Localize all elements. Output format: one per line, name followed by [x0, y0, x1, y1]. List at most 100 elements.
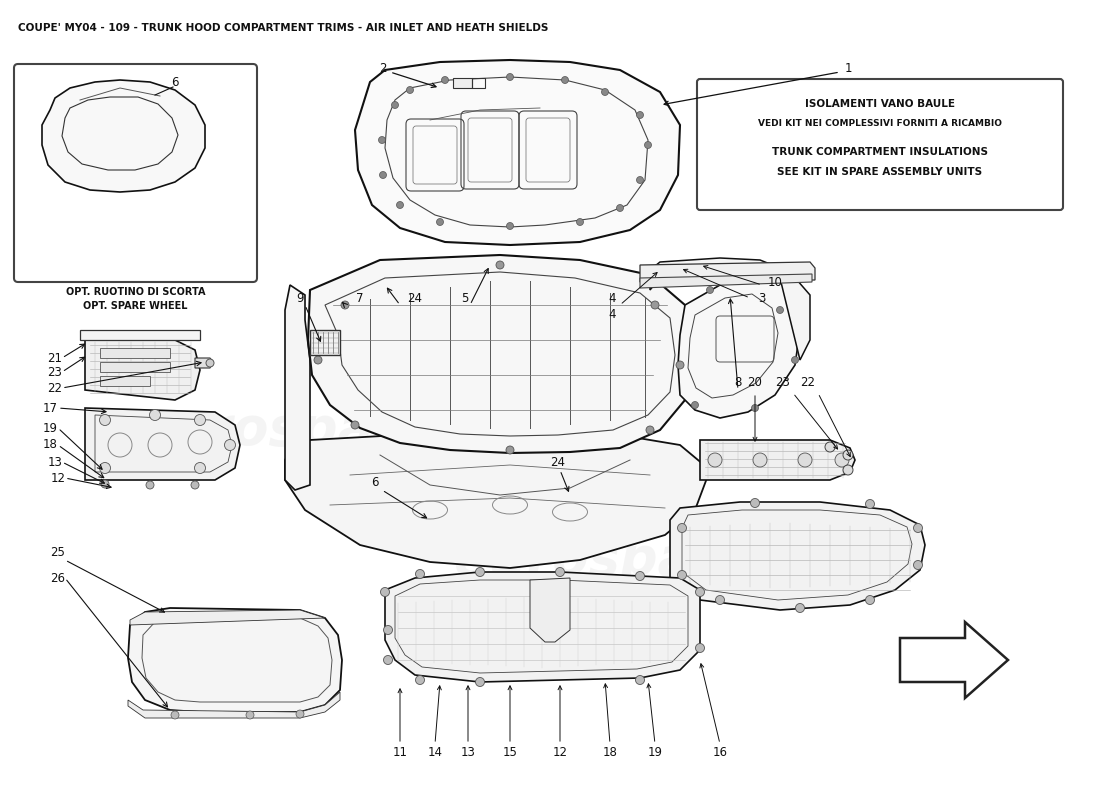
Circle shape	[676, 361, 684, 369]
Circle shape	[777, 306, 783, 314]
Text: 13: 13	[461, 746, 475, 758]
Circle shape	[381, 587, 389, 597]
Circle shape	[866, 499, 874, 509]
Circle shape	[706, 286, 714, 294]
Circle shape	[798, 453, 812, 467]
Text: 1: 1	[845, 62, 851, 74]
Text: 10: 10	[768, 275, 782, 289]
Text: 21: 21	[47, 351, 63, 365]
Circle shape	[616, 205, 624, 211]
Circle shape	[384, 626, 393, 634]
Circle shape	[195, 414, 206, 426]
Circle shape	[692, 402, 698, 409]
Circle shape	[825, 442, 835, 452]
Text: 19: 19	[648, 746, 662, 758]
Circle shape	[378, 137, 385, 143]
Circle shape	[651, 301, 659, 309]
Circle shape	[556, 567, 564, 577]
Text: 22: 22	[47, 382, 63, 394]
Circle shape	[351, 421, 359, 429]
Circle shape	[392, 102, 398, 109]
Text: OPT. SPARE WHEEL: OPT. SPARE WHEEL	[84, 301, 188, 311]
Text: 4: 4	[608, 307, 616, 321]
Text: 11: 11	[393, 746, 407, 758]
Circle shape	[506, 222, 514, 230]
Circle shape	[99, 414, 110, 426]
Circle shape	[416, 675, 425, 685]
Text: 24: 24	[407, 291, 422, 305]
Circle shape	[441, 77, 449, 83]
Circle shape	[561, 77, 569, 83]
Circle shape	[645, 142, 651, 149]
Circle shape	[637, 177, 644, 183]
Text: 6: 6	[372, 477, 378, 490]
Polygon shape	[700, 440, 855, 480]
Polygon shape	[670, 502, 925, 610]
Polygon shape	[640, 262, 815, 282]
Polygon shape	[100, 348, 170, 358]
Text: 20: 20	[748, 377, 762, 390]
Text: 18: 18	[43, 438, 57, 451]
Polygon shape	[640, 274, 812, 288]
Circle shape	[843, 465, 852, 475]
Circle shape	[170, 711, 179, 719]
Circle shape	[602, 89, 608, 95]
Polygon shape	[285, 285, 310, 490]
Text: 7: 7	[356, 291, 364, 305]
Circle shape	[195, 462, 206, 474]
Circle shape	[866, 595, 874, 605]
Circle shape	[715, 595, 725, 605]
Circle shape	[913, 561, 923, 570]
Polygon shape	[128, 692, 340, 718]
Polygon shape	[100, 376, 150, 386]
Text: 19: 19	[43, 422, 57, 434]
Text: 14: 14	[428, 746, 442, 758]
Circle shape	[101, 480, 109, 488]
Circle shape	[637, 111, 644, 118]
Text: 17: 17	[43, 402, 57, 414]
Text: 4: 4	[608, 291, 616, 305]
Circle shape	[792, 357, 799, 363]
Text: OPT. RUOTINO DI SCORTA: OPT. RUOTINO DI SCORTA	[66, 287, 206, 297]
Circle shape	[754, 453, 767, 467]
Text: 2: 2	[379, 62, 387, 74]
Circle shape	[475, 678, 484, 686]
Circle shape	[146, 481, 154, 489]
Circle shape	[314, 356, 322, 364]
Text: 5: 5	[461, 291, 469, 305]
Polygon shape	[678, 278, 800, 418]
Circle shape	[341, 301, 349, 309]
Circle shape	[416, 570, 425, 578]
Polygon shape	[85, 340, 200, 400]
Circle shape	[795, 603, 804, 613]
Text: COUPE' MY04 - 109 - TRUNK HOOD COMPARTMENT TRIMS - AIR INLET AND HEATH SHIELDS: COUPE' MY04 - 109 - TRUNK HOOD COMPARTME…	[18, 23, 549, 33]
Circle shape	[843, 450, 852, 460]
Circle shape	[224, 439, 235, 450]
Text: 3: 3	[758, 291, 766, 305]
Text: 25: 25	[51, 546, 65, 558]
Text: 26: 26	[51, 571, 66, 585]
Text: 12: 12	[51, 471, 66, 485]
Text: 9: 9	[296, 291, 304, 305]
Circle shape	[206, 359, 214, 367]
Circle shape	[913, 523, 923, 533]
Circle shape	[636, 675, 645, 685]
Circle shape	[296, 710, 304, 718]
Circle shape	[678, 570, 686, 579]
Polygon shape	[453, 78, 472, 88]
Circle shape	[396, 202, 404, 209]
Polygon shape	[85, 408, 240, 480]
Text: 24: 24	[550, 455, 565, 469]
Text: 16: 16	[713, 746, 727, 758]
Polygon shape	[310, 330, 340, 355]
Text: 13: 13	[47, 455, 63, 469]
Text: VEDI KIT NEI COMPLESSIVI FORNITI A RICAMBIO: VEDI KIT NEI COMPLESSIVI FORNITI A RICAM…	[758, 119, 1002, 129]
Text: ISOLAMENTI VANO BAULE: ISOLAMENTI VANO BAULE	[805, 99, 955, 109]
Circle shape	[576, 218, 583, 226]
Circle shape	[437, 218, 443, 226]
Text: SEE KIT IN SPARE ASSEMBLY UNITS: SEE KIT IN SPARE ASSEMBLY UNITS	[778, 167, 982, 177]
Text: 15: 15	[503, 746, 517, 758]
Circle shape	[646, 426, 654, 434]
Polygon shape	[385, 572, 700, 682]
Text: 8: 8	[735, 377, 741, 390]
